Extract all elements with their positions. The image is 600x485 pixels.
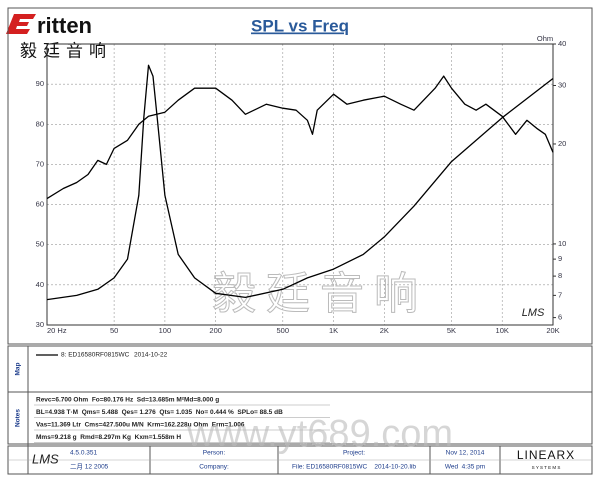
logo-chinese: 毅廷音响 — [20, 41, 112, 60]
plot-area — [46, 43, 554, 326]
note-line: Vas=11.369 Ltr Cms=427.500u M/N Krm=162.… — [36, 422, 245, 429]
y2-tick-label: 20 — [558, 139, 566, 148]
x-tick-label: 200 — [209, 326, 222, 335]
chart-frame — [7, 7, 593, 345]
spl-curve — [46, 75, 554, 200]
x-tick-label: 500 — [277, 326, 290, 335]
x-tick-label: 50 — [110, 326, 118, 335]
y2-axis-label: Ohm — [537, 34, 553, 43]
x-tick-label: 20K — [546, 326, 559, 335]
note-line: Revc=6.700 Ohm Fo=80.176 Hz Sd=13.685m M… — [36, 397, 219, 404]
map-label: Map — [15, 362, 22, 375]
y-tick-label: 80 — [36, 119, 44, 128]
watermark-chinese: 毅廷音响 — [212, 270, 428, 319]
footer-logo: LMS — [32, 451, 59, 466]
x-tick-label: 5K — [447, 326, 456, 335]
y-tick-label: 70 — [36, 159, 44, 168]
legend-entry: 8: ED16580RF0815WC — [61, 352, 130, 359]
y2-tick-label: 10 — [558, 239, 566, 248]
y2-tick-label: 6 — [558, 313, 562, 322]
logo: ritten — [37, 13, 92, 38]
person: Person: — [203, 450, 226, 457]
y2-tick-label: 9 — [558, 254, 562, 263]
y-tick-label: 60 — [36, 200, 44, 209]
note-line: BL=4.938 T·M Qms= 5.488 Qes= 1.276 Qts= … — [36, 409, 283, 416]
notes-label: Notes — [15, 409, 22, 427]
date: Nov 12, 2014 — [446, 450, 485, 457]
lms-mark: LMS — [522, 307, 545, 319]
build-date: 二月 12 2005 — [70, 463, 109, 471]
project: Project: — [343, 450, 365, 457]
legend-date: 2014-10-22 — [134, 352, 168, 359]
x-tick-label: 1K — [329, 326, 338, 335]
y-tick-label: 40 — [36, 280, 44, 289]
y2-tick-label: 7 — [558, 290, 562, 299]
chart-title: SPL vs Freq — [251, 16, 349, 35]
y2-tick-label: 8 — [558, 271, 562, 280]
company: Company: — [199, 464, 229, 471]
y-tick-label: 90 — [36, 79, 44, 88]
note-line: Mms=9.218 g Rmd=8.297m Kg Kxm=1.558m H — [36, 434, 181, 441]
time: Wed 4:35 pm — [445, 464, 485, 471]
notes-panel — [7, 391, 593, 445]
x-tick-label: 10K — [496, 326, 509, 335]
brand: LINEARX — [517, 448, 575, 462]
impedance-curve — [46, 64, 554, 301]
logo-e — [6, 14, 36, 34]
x-tick-label: 100 — [159, 326, 172, 335]
version: 4.5.0.351 — [70, 450, 97, 457]
y2-tick-label: 40 — [558, 39, 566, 48]
brand-sub: S Y S T E M S — [532, 465, 561, 470]
y-tick-label: 50 — [36, 240, 44, 249]
y-tick-label: 30 — [36, 320, 44, 329]
y2-tick-label: 30 — [558, 80, 566, 89]
x-tick-label: 20 Hz — [47, 326, 67, 335]
file: File: ED16580RF0815WC 2014-10-20.lib — [292, 464, 416, 471]
watermark-url: www.yt689.com — [186, 413, 453, 455]
notes: Revc=6.700 Ohm Fo=80.176 Hz Sd=13.685m M… — [34, 397, 330, 443]
x-tick-label: 2K — [380, 326, 389, 335]
